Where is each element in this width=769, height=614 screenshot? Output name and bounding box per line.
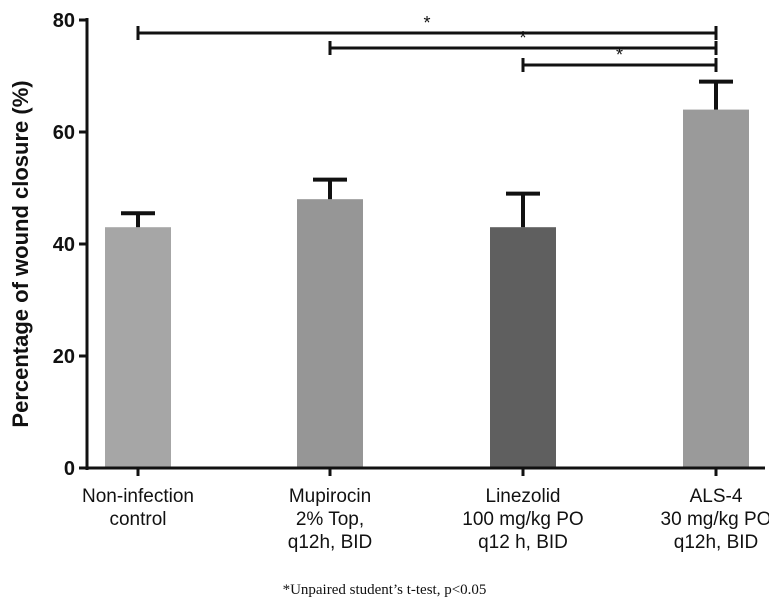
significance-label-0: * — [423, 13, 430, 33]
significance-label-1: * — [519, 28, 526, 48]
x-tick-label-3: ALS-4 30 mg/kg PO q12h, BID — [661, 486, 769, 553]
bar-3 — [683, 109, 749, 468]
bar-2 — [490, 227, 556, 468]
x-tick-label-0: Non-infection control — [82, 486, 194, 530]
y-axis-label: Percentage of wound closure (%) — [8, 80, 33, 427]
y-tick-label-0: 0 — [64, 458, 75, 480]
y-tick-label-1: 20 — [53, 346, 75, 368]
bar-chart: 0 20 40 60 80 Non-infection control Mupirocin 2%… — [8, 10, 769, 553]
y-tick-label-3: 60 — [53, 122, 75, 144]
significance-label-2: * — [616, 45, 623, 65]
x-tick-label-2: Linezolid 100 mg/kg PO q12 h, BID — [462, 486, 583, 553]
x-tick-label-1: Mupirocin 2% Top, q12h, BID — [288, 486, 373, 553]
y-tick-label-4: 80 — [53, 10, 75, 32]
bar-0 — [105, 227, 171, 468]
footnote: *Unpaired student’s t-test, p<0.05 — [282, 582, 487, 598]
bar-1 — [297, 199, 363, 468]
y-tick-label-2: 40 — [53, 234, 75, 256]
